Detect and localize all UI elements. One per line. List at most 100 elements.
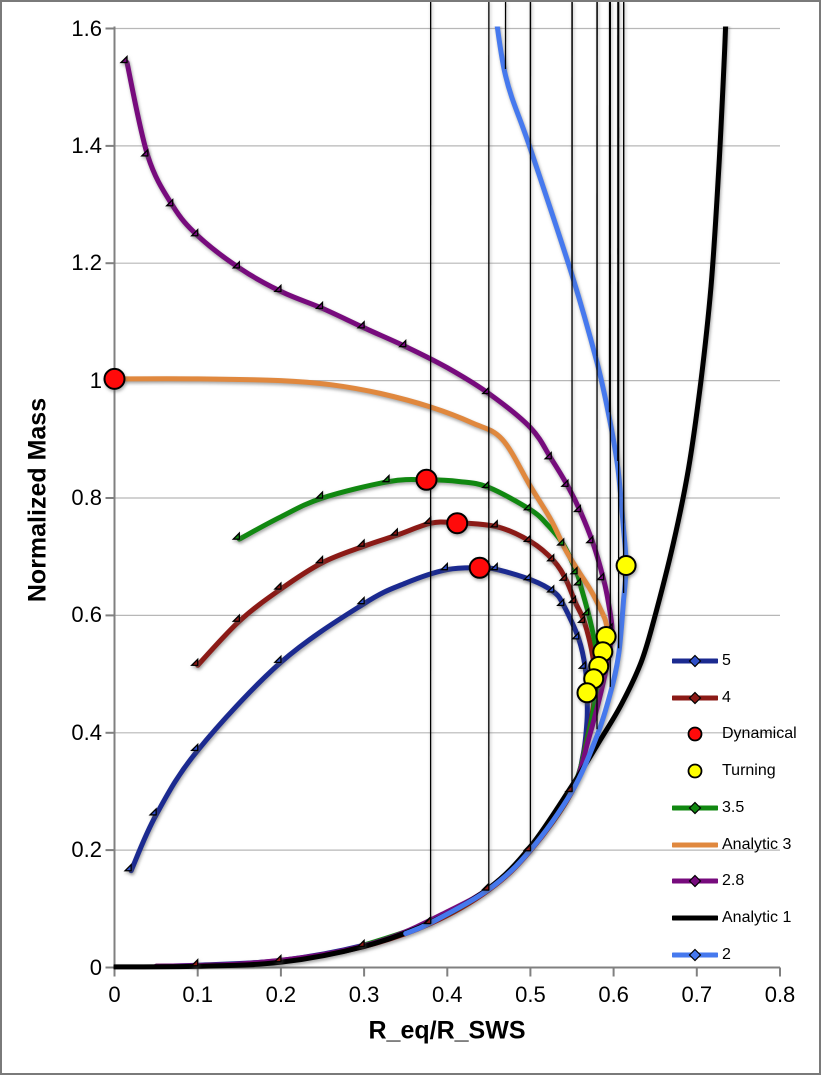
diamond-marker xyxy=(381,474,390,483)
legend-item-2.8: 2.8 xyxy=(672,871,744,891)
legend-label: Turning xyxy=(722,762,776,779)
x-tick-label: 0.2 xyxy=(265,982,297,1007)
diamond-marker xyxy=(356,538,365,547)
legend-item-4: 4 xyxy=(672,688,731,708)
diamond-marker xyxy=(522,843,532,852)
diamond-marker xyxy=(140,148,149,157)
legend-label: Dynamical xyxy=(722,725,797,742)
legend-swatch xyxy=(687,726,703,742)
diamond-marker xyxy=(439,562,449,571)
series-analytic-1-line xyxy=(113,26,729,970)
legend-swatch xyxy=(672,874,718,888)
diamond-marker xyxy=(273,283,282,293)
diamond-marker xyxy=(423,915,432,925)
diamond-marker xyxy=(273,581,282,590)
legend-label: 2.8 xyxy=(722,872,745,889)
legend-label: 2 xyxy=(722,946,731,963)
legend-item-dynamical: Dynamical xyxy=(672,724,797,744)
diamond-marker xyxy=(481,882,490,891)
legend-item-analytic-1: Analytic 1 xyxy=(672,908,791,928)
legend-swatch xyxy=(672,948,718,962)
legend-swatch xyxy=(672,842,718,848)
diamond-marker xyxy=(190,958,199,967)
y-tick-label: 1 xyxy=(89,367,102,393)
diamond-marker xyxy=(572,577,582,586)
y-axis-title: Normalized Mass xyxy=(23,397,52,603)
dynamical-point xyxy=(103,367,126,390)
legend-item-turning: Turning xyxy=(672,761,776,781)
x-tick-label: 0.5 xyxy=(515,982,546,1007)
diamond-marker xyxy=(165,198,174,207)
diamond-marker xyxy=(190,228,199,237)
diamond-marker xyxy=(148,807,157,816)
diamond-marker xyxy=(581,607,590,616)
diamond-marker xyxy=(231,260,241,269)
diamond-marker xyxy=(314,300,324,310)
diamond-marker xyxy=(398,339,407,348)
x-tick-label: 0 xyxy=(108,982,121,1007)
y-tick-label: 0.4 xyxy=(71,719,102,745)
diamond-marker xyxy=(356,596,365,605)
diamond-marker xyxy=(389,527,399,536)
turning-point xyxy=(615,555,637,576)
legend-item-analytic-3: Analytic 3 xyxy=(672,835,791,855)
y-tick-label: 0.8 xyxy=(71,485,102,510)
diamond-marker xyxy=(231,613,241,622)
x-tick-label: 0.4 xyxy=(431,982,463,1007)
legend-label: Analytic 3 xyxy=(722,836,792,853)
diamond-marker xyxy=(489,519,498,528)
diamond-marker xyxy=(314,555,324,564)
diamond-marker xyxy=(572,503,582,513)
diamond-marker xyxy=(556,597,565,607)
diamond-marker xyxy=(576,614,586,624)
diamond-marker xyxy=(546,553,555,562)
diamond-marker xyxy=(564,783,573,793)
x-tick-label: 0.3 xyxy=(348,982,380,1007)
diamond-marker xyxy=(356,938,365,948)
diamond-marker xyxy=(585,535,594,544)
legend-swatch xyxy=(672,654,718,668)
legend-label: 5 xyxy=(722,652,731,669)
series-analytic-3-line xyxy=(113,376,611,636)
diamond-marker xyxy=(546,584,555,593)
diamond-marker xyxy=(577,660,587,669)
y-tick-label: 1.6 xyxy=(71,15,102,41)
series-2-line xyxy=(403,26,629,936)
legend-label: 4 xyxy=(722,689,731,706)
diamond-marker xyxy=(190,657,199,667)
diamond-marker xyxy=(558,572,567,581)
legend-label: Analytic 1 xyxy=(722,909,792,926)
dynamical-point xyxy=(468,556,491,579)
legend-item-3.5: 3.5 xyxy=(672,798,744,818)
diamond-marker xyxy=(356,320,365,329)
diamond-marker xyxy=(273,954,282,963)
diamond-marker xyxy=(489,562,498,571)
legend-swatch xyxy=(672,801,718,815)
diamond-marker xyxy=(543,451,552,460)
turning-point xyxy=(576,682,598,704)
diamond-marker xyxy=(123,863,132,872)
x-tick-label: 0.8 xyxy=(764,982,796,1007)
legend-swatch xyxy=(672,915,718,921)
y-tick-label: 0 xyxy=(89,954,102,980)
y-tick-label: 1.4 xyxy=(71,132,102,158)
diamond-marker xyxy=(314,490,324,499)
diamond-marker xyxy=(190,742,199,752)
dynamical-point xyxy=(415,468,438,491)
diamond-marker xyxy=(273,654,282,664)
diamond-marker xyxy=(556,537,565,546)
dynamical-point xyxy=(446,512,469,535)
legend-item-2: 2 xyxy=(672,945,731,965)
legend-swatch xyxy=(687,763,703,779)
legend-item-5: 5 xyxy=(672,651,731,671)
series-5-line xyxy=(128,565,590,969)
diamond-marker xyxy=(423,515,432,524)
diamond-marker xyxy=(560,478,569,488)
x-tick-label: 0.7 xyxy=(681,982,713,1007)
diamond-marker xyxy=(596,572,605,581)
y-tick-label: 0.2 xyxy=(71,837,102,863)
legend-swatch xyxy=(672,691,718,705)
diamond-marker xyxy=(119,54,128,64)
